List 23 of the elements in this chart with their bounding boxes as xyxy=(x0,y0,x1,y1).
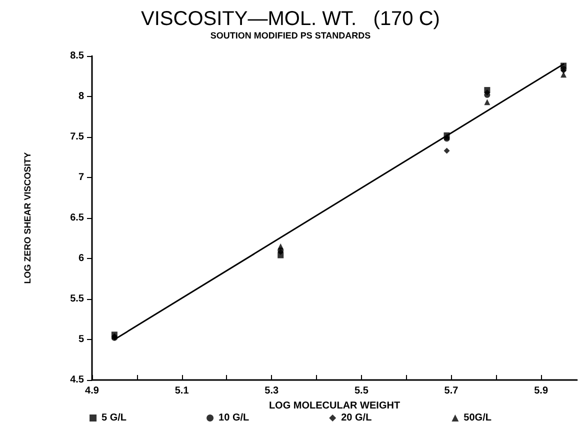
y-tick-label: 5 xyxy=(78,334,84,345)
y-tick-label: 5.5 xyxy=(70,294,84,304)
y-axis-title: LOG ZERO SHEAR VISCOSITY xyxy=(22,152,32,284)
chart-subtitle: SOUTION MODIFIED PS STANDARDS xyxy=(210,30,371,40)
y-tick-label: 8.5 xyxy=(70,50,84,62)
y-tick-label: 8 xyxy=(78,91,84,102)
y-tick-label: 7 xyxy=(78,172,84,183)
legend-label: 20 G/L xyxy=(341,412,372,424)
x-tick-label: 5.1 xyxy=(174,386,190,396)
x-tick-label: 5.7 xyxy=(444,386,459,396)
legend-label: 50G/L xyxy=(464,412,492,424)
legend-label: 10 G/L xyxy=(218,412,250,424)
x-axis-title: LOG MOLECULAR WEIGHT xyxy=(268,400,400,412)
x-tick-label: 5.9 xyxy=(534,386,548,396)
y-tick-label: 6 xyxy=(78,253,84,264)
x-tick-label: 5.5 xyxy=(354,386,369,396)
legend-label: 5 G/L xyxy=(102,412,127,424)
x-tick-label: 4.9 xyxy=(85,386,100,396)
chart-title: VISCOSITY—MOL. WT. (170 C) xyxy=(141,8,440,30)
y-tick-label: 4.5 xyxy=(70,374,84,386)
y-tick-label: 7.5 xyxy=(70,132,84,142)
y-tick-label: 6.5 xyxy=(70,212,84,224)
x-tick-label: 5.3 xyxy=(264,386,280,396)
